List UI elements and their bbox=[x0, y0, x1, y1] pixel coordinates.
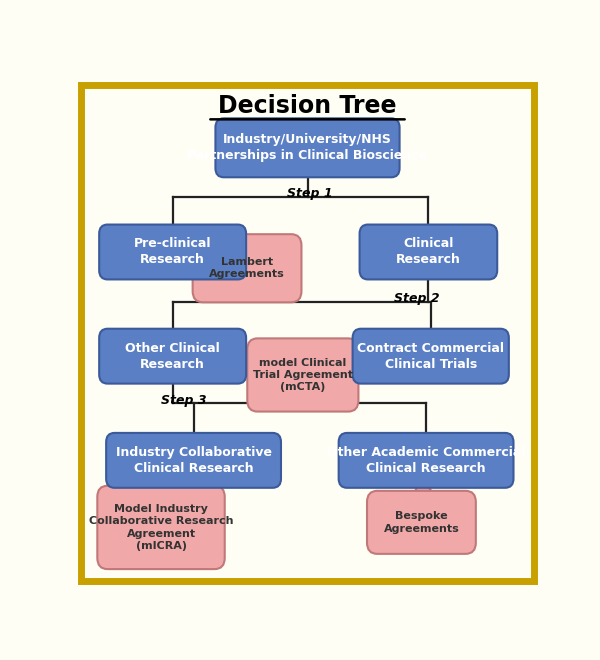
Text: Industry/University/NHS
Partnerships in Clinical Bioscience: Industry/University/NHS Partnerships in … bbox=[187, 133, 428, 162]
FancyBboxPatch shape bbox=[99, 224, 246, 279]
FancyBboxPatch shape bbox=[215, 118, 400, 178]
Text: Step 1: Step 1 bbox=[287, 187, 332, 200]
Text: Clinical
Research: Clinical Research bbox=[396, 238, 461, 267]
FancyBboxPatch shape bbox=[106, 433, 281, 488]
FancyBboxPatch shape bbox=[193, 234, 301, 302]
Text: Lambert
Agreements: Lambert Agreements bbox=[209, 257, 285, 279]
FancyBboxPatch shape bbox=[359, 224, 497, 279]
Text: Other Clinical
Research: Other Clinical Research bbox=[125, 342, 220, 371]
Polygon shape bbox=[348, 356, 361, 385]
FancyBboxPatch shape bbox=[247, 339, 358, 412]
Text: Model Industry
Collaborative Research
Agreement
(mICRA): Model Industry Collaborative Research Ag… bbox=[89, 504, 233, 551]
Text: Pre-clinical
Research: Pre-clinical Research bbox=[134, 238, 211, 267]
Text: model Clinical
Trial Agreement
(mCTA): model Clinical Trial Agreement (mCTA) bbox=[253, 358, 353, 393]
FancyBboxPatch shape bbox=[99, 329, 246, 383]
Polygon shape bbox=[178, 255, 203, 279]
Polygon shape bbox=[410, 478, 440, 502]
Text: Decision Tree: Decision Tree bbox=[218, 94, 397, 117]
FancyBboxPatch shape bbox=[338, 433, 514, 488]
Text: Contract Commercial
Clinical Trials: Contract Commercial Clinical Trials bbox=[357, 342, 504, 371]
FancyBboxPatch shape bbox=[97, 486, 225, 569]
FancyBboxPatch shape bbox=[367, 491, 476, 554]
Text: Step 2: Step 2 bbox=[394, 292, 439, 305]
Text: Other Academic Commercial
Clinical Research: Other Academic Commercial Clinical Resea… bbox=[327, 446, 526, 475]
FancyBboxPatch shape bbox=[353, 329, 509, 383]
Text: Industry Collaborative
Clinical Research: Industry Collaborative Clinical Research bbox=[116, 446, 272, 475]
Text: Step 3: Step 3 bbox=[161, 394, 206, 407]
Text: Bespoke
Agreements: Bespoke Agreements bbox=[383, 511, 460, 533]
Polygon shape bbox=[149, 478, 179, 497]
